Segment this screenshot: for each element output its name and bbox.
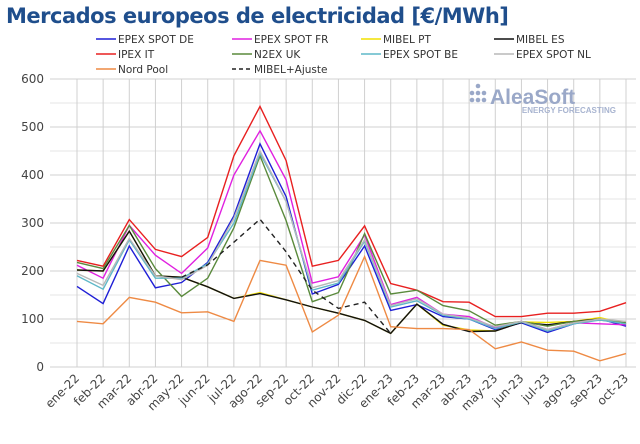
y-tick-label: 500 <box>21 120 44 134</box>
series-line-ipex-it <box>76 104 627 318</box>
chart-title: Mercados europeos de electricidad [€/MWh… <box>6 4 509 28</box>
y-tick-label: 300 <box>21 216 44 230</box>
logo-dot <box>481 90 487 96</box>
series-line-n2ex-uk <box>76 153 627 327</box>
logo-dot <box>469 90 475 96</box>
legend-label: MIBEL ES <box>516 34 565 46</box>
legend-label: EPEX SPOT BE <box>383 49 458 61</box>
legend-label: EPEX SPOT DE <box>118 34 194 46</box>
logo-dot <box>469 97 475 103</box>
series-line-nord-pool <box>76 254 627 362</box>
series-line-epex-spot-nl <box>76 149 627 331</box>
y-tick-label: 100 <box>21 312 44 326</box>
y-tick-label: 400 <box>21 168 44 182</box>
y-tick-label: 0 <box>36 360 44 374</box>
y-tick-label: 600 <box>21 72 44 86</box>
legend-label: EPEX SPOT NL <box>516 49 591 61</box>
series-line-epex-spot-fr <box>76 129 627 331</box>
logo-dot <box>475 83 481 89</box>
y-tick-label: 200 <box>21 264 44 278</box>
series-line-mibel-ajuste <box>181 218 392 334</box>
logo-dot <box>481 97 487 103</box>
aleasoft-logo <box>469 83 487 103</box>
legend-label: Nord Pool <box>118 64 168 76</box>
legend-label: MIBEL+Ajuste <box>254 64 327 76</box>
series-line-epex-spot-de <box>76 142 627 334</box>
logo-dot <box>475 90 481 96</box>
logo-dot <box>475 97 481 103</box>
legend-label: N2EX UK <box>254 49 301 61</box>
legend-label: MIBEL PT <box>383 34 432 46</box>
logo-name: AleaSoft <box>490 86 575 109</box>
logo-tagline: ENERGY FORECASTING <box>522 106 616 115</box>
legend-label: EPEX SPOT FR <box>254 34 328 46</box>
legend-label: IPEX IT <box>118 49 155 61</box>
